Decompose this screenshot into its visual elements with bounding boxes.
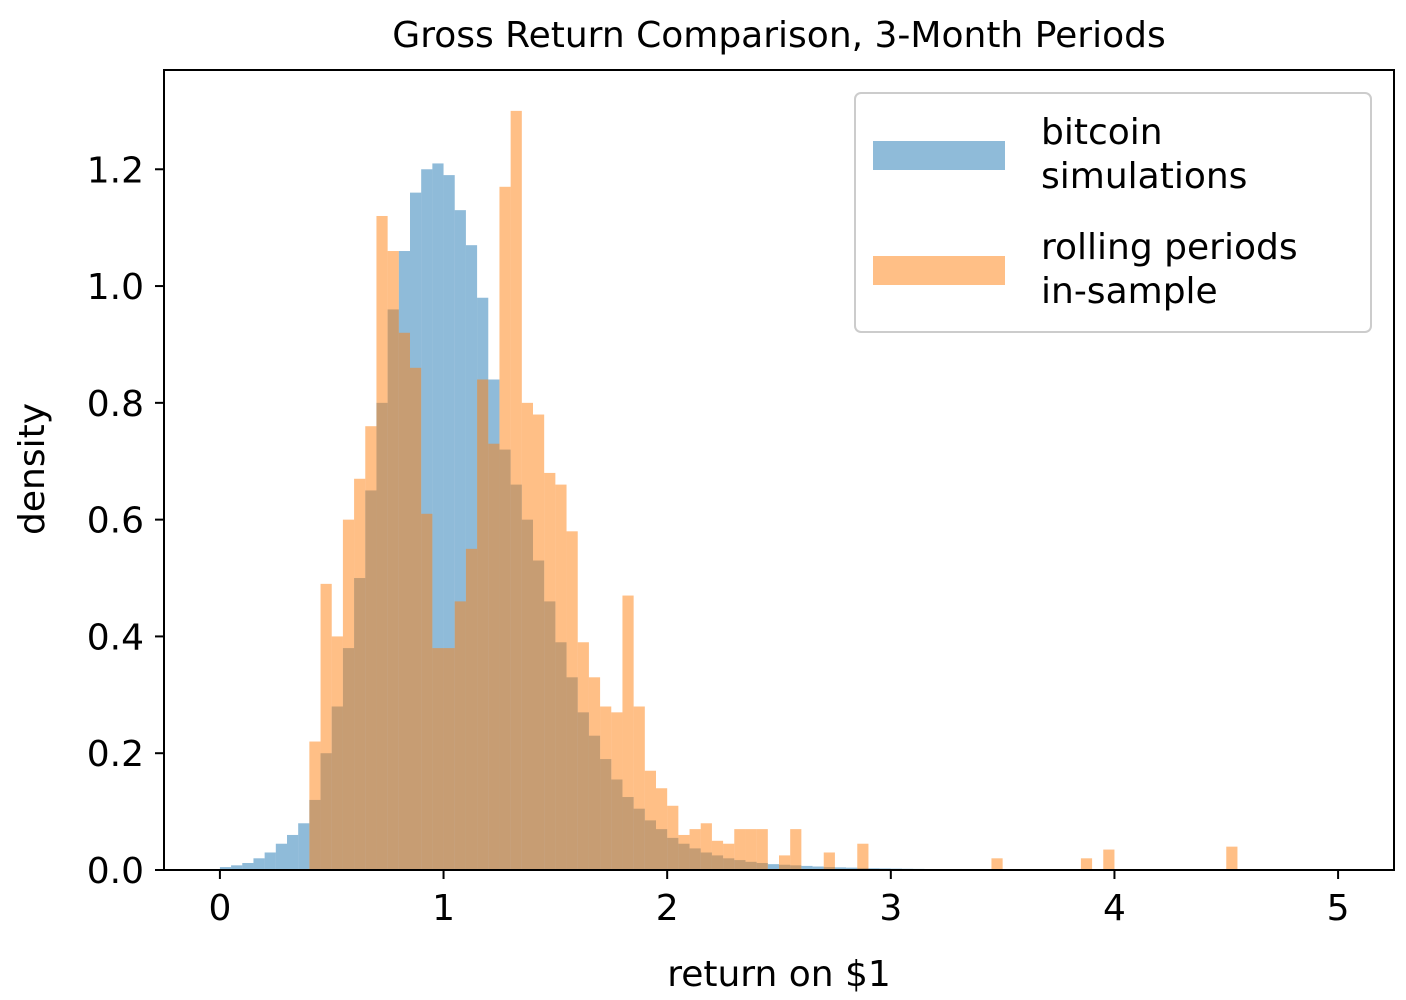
y-tick-label: 1.0 xyxy=(87,267,144,308)
x-axis-label: return on $1 xyxy=(667,954,891,995)
histogram-bar xyxy=(633,706,645,870)
legend: bitcoin simulations rolling periods in-samp… xyxy=(854,92,1372,333)
x-tick-label: 3 xyxy=(879,888,902,929)
histogram-bar xyxy=(600,706,612,870)
histogram-bar xyxy=(734,829,746,870)
histogram-bar xyxy=(432,163,444,870)
histogram-bar xyxy=(834,867,847,870)
histogram-bar xyxy=(454,210,466,870)
histogram-bar xyxy=(365,426,377,870)
histogram-bar xyxy=(309,741,321,870)
histogram-bar xyxy=(711,840,724,870)
histogram-bar xyxy=(219,867,232,870)
histogram-bar xyxy=(387,251,399,870)
histogram-bar xyxy=(566,531,578,870)
histogram-bar xyxy=(231,865,243,870)
histogram-bar xyxy=(465,548,478,870)
histogram-bar xyxy=(477,379,489,870)
x-tick-label: 0 xyxy=(208,888,231,929)
histogram-bar xyxy=(264,852,276,870)
histogram-bar xyxy=(298,823,310,870)
histogram-bar xyxy=(521,402,533,870)
histogram-bar xyxy=(667,805,679,870)
histogram-bar xyxy=(398,332,410,870)
legend-label: bitcoin simulations xyxy=(1041,112,1247,197)
x-tick-label: 4 xyxy=(1103,888,1126,929)
histogram-bar xyxy=(1103,849,1115,870)
histogram-bar xyxy=(443,648,455,870)
histogram-bar xyxy=(242,862,254,870)
histogram-bar xyxy=(354,478,366,870)
histogram-bar xyxy=(756,829,768,870)
series-rolling-periods-in-sample xyxy=(309,110,1238,871)
histogram-bar xyxy=(745,829,757,870)
histogram-bar xyxy=(622,595,634,870)
histogram-bar xyxy=(812,866,824,870)
histogram-bar xyxy=(644,770,656,870)
histogram-bar xyxy=(846,867,858,870)
y-tick-label: 0.8 xyxy=(87,384,144,425)
histogram-bar xyxy=(689,829,701,870)
legend-swatch xyxy=(873,256,1005,285)
x-tick-label: 1 xyxy=(432,888,455,929)
histogram-bar xyxy=(991,858,1003,870)
histogram-bar xyxy=(454,601,466,870)
histogram-bar xyxy=(723,843,735,870)
histogram-bar xyxy=(410,367,422,870)
legend-swatch xyxy=(873,141,1005,170)
histogram-bar xyxy=(544,472,556,870)
histogram-bar xyxy=(376,215,388,871)
histogram-bar xyxy=(779,855,791,870)
y-tick-label: 0.0 xyxy=(87,851,144,892)
histogram-bar xyxy=(588,677,601,870)
y-tick-label: 0.4 xyxy=(87,617,144,658)
histogram-bar xyxy=(275,843,287,870)
axes: 0 1 2 3 4 5 0.0 0.2 0.4 0.6 0.8 1.0 1.2 xyxy=(87,69,1395,929)
y-axis-label: density xyxy=(12,403,53,535)
histogram-bar xyxy=(533,414,545,870)
histogram-bar xyxy=(767,864,779,870)
x-tick-label: 2 xyxy=(656,888,679,929)
histogram-bar xyxy=(499,186,511,871)
histogram-bar xyxy=(1226,846,1238,870)
histogram-bar xyxy=(555,484,567,870)
histogram-bar xyxy=(801,865,813,870)
histogram-bar xyxy=(823,852,835,870)
histogram-bar xyxy=(287,834,299,870)
histogram-bar xyxy=(790,829,802,870)
histogram-bar xyxy=(611,712,623,870)
chart-title: Gross Return Comparison, 3-Month Periods xyxy=(392,15,1165,56)
histogram-bar xyxy=(656,788,668,870)
y-tick-label: 1.2 xyxy=(87,150,144,191)
y-tick-label: 0.2 xyxy=(87,734,144,775)
histogram-bar xyxy=(678,834,690,870)
plot-frame xyxy=(163,69,1395,871)
histogram-bar xyxy=(320,583,332,870)
histogram-bar xyxy=(700,823,712,870)
x-tick-label: 5 xyxy=(1327,888,1350,929)
histogram-bar xyxy=(510,110,522,870)
histogram-bar xyxy=(342,519,355,870)
y-tick-label: 0.6 xyxy=(87,501,144,542)
histogram-bar xyxy=(331,636,343,870)
histogram-bars xyxy=(219,110,1339,871)
histogram-bar xyxy=(577,642,589,870)
histogram-bar xyxy=(421,513,433,870)
legend-label: rolling periods in-sample xyxy=(1041,227,1298,312)
histogram-bar xyxy=(1080,858,1093,870)
histogram-bar xyxy=(253,858,265,870)
histogram-bar xyxy=(443,175,455,871)
histogram-bar xyxy=(857,843,869,870)
histogram-bar xyxy=(432,648,444,870)
histogram-bar xyxy=(488,443,500,870)
